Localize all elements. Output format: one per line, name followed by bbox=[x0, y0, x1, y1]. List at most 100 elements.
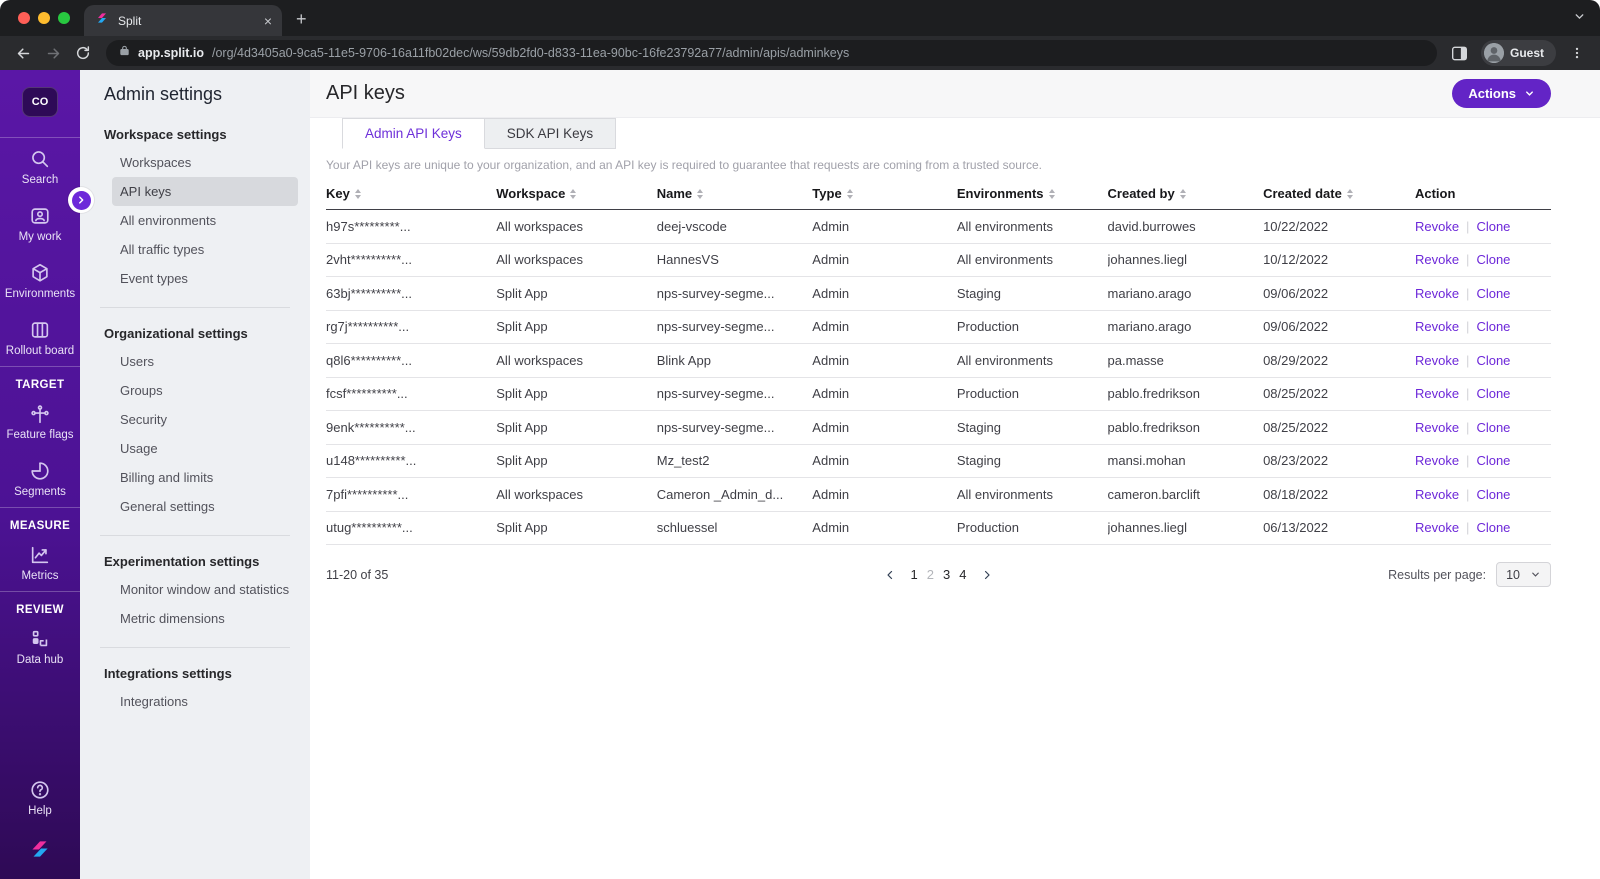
revoke-link[interactable]: Revoke bbox=[1414, 453, 1460, 469]
nav-item-all-traffic-types[interactable]: All traffic types bbox=[120, 242, 205, 257]
action-separator: | bbox=[1466, 520, 1470, 536]
nav-item-security[interactable]: Security bbox=[120, 412, 167, 427]
sort-icon[interactable] bbox=[1346, 188, 1353, 199]
page-button-4[interactable]: 4 bbox=[959, 567, 967, 582]
api-keys-panel: Admin API Keys SDK API Keys Your API key… bbox=[310, 118, 1600, 587]
new-tab-button[interactable]: + bbox=[296, 9, 307, 29]
nav-item-event-types[interactable]: Event types bbox=[120, 271, 188, 286]
sidebar-item-help[interactable]: Help bbox=[27, 769, 53, 826]
url-bar[interactable]: app.split.io/org/4d3405a0-9ca5-11e5-9706… bbox=[106, 40, 1437, 66]
api-keys-tabs: Admin API Keys SDK API Keys bbox=[342, 118, 1551, 149]
cell-key: 9enk**********... bbox=[326, 419, 416, 435]
sidebar-item-search[interactable]: Search bbox=[0, 138, 80, 195]
nav-item-api-keys[interactable]: API keys bbox=[112, 177, 298, 206]
revoke-link[interactable]: Revoke bbox=[1414, 386, 1460, 402]
nav-item-usage[interactable]: Usage bbox=[120, 441, 158, 456]
sidebar-item-rollout-board[interactable]: Rollout board bbox=[0, 309, 80, 366]
close-tab-icon[interactable]: × bbox=[263, 12, 272, 29]
sidebar-item-segments[interactable]: Segments bbox=[0, 450, 80, 507]
revoke-link[interactable]: Revoke bbox=[1414, 486, 1460, 502]
sidebar-section-measure: MEASURE bbox=[9, 520, 71, 532]
nav-item-workspaces[interactable]: Workspaces bbox=[120, 155, 192, 170]
column-header-created-date: Created date bbox=[1263, 186, 1415, 201]
revoke-link[interactable]: Revoke bbox=[1414, 285, 1460, 301]
browser-tab[interactable]: Split × bbox=[84, 5, 282, 36]
sidebar-item-data-hub[interactable]: Data hub bbox=[0, 618, 80, 675]
page-button-3[interactable]: 3 bbox=[943, 567, 951, 582]
revoke-link[interactable]: Revoke bbox=[1414, 352, 1460, 368]
sort-icon[interactable] bbox=[354, 188, 361, 199]
revoke-link[interactable]: Revoke bbox=[1414, 520, 1460, 536]
data-hub-icon bbox=[29, 628, 51, 650]
nav-item-integrations[interactable]: Integrations bbox=[120, 694, 188, 709]
table-row: fcsf**********... Split App nps-survey-s… bbox=[326, 378, 1551, 411]
nav-item-groups[interactable]: Groups bbox=[120, 383, 163, 398]
revoke-link[interactable]: Revoke bbox=[1414, 218, 1460, 234]
page-controls: 1 2 3 4 bbox=[878, 567, 1000, 582]
browser-menu-icon[interactable] bbox=[1564, 40, 1590, 66]
clone-link[interactable]: Clone bbox=[1476, 419, 1511, 435]
clone-link[interactable]: Clone bbox=[1476, 285, 1511, 301]
nav-item-metric-dimensions[interactable]: Metric dimensions bbox=[120, 611, 225, 626]
admin-settings-nav: Admin settings Workspace settings Worksp… bbox=[80, 70, 310, 879]
sidebar-item-environments[interactable]: Environments bbox=[0, 252, 80, 309]
previous-page-button[interactable] bbox=[878, 569, 902, 581]
sidebar-item-my-work[interactable]: My work bbox=[0, 195, 80, 252]
revoke-link[interactable]: Revoke bbox=[1414, 319, 1460, 335]
cell-created-date: 10/22/2022 bbox=[1263, 218, 1329, 234]
minimize-window-button[interactable] bbox=[38, 12, 50, 24]
page-button-2-current[interactable]: 2 bbox=[926, 567, 934, 582]
back-button[interactable] bbox=[10, 40, 36, 66]
cell-type: Admin bbox=[812, 218, 850, 234]
sidebar-divider bbox=[0, 366, 80, 367]
org-logo[interactable]: CO bbox=[22, 87, 58, 117]
tab-admin-api-keys[interactable]: Admin API Keys bbox=[342, 118, 485, 149]
nav-item-billing-and-limits[interactable]: Billing and limits bbox=[120, 470, 214, 485]
expand-sidebar-button[interactable] bbox=[68, 187, 94, 213]
nav-item-monitor-window[interactable]: Monitor window and statistics bbox=[120, 582, 290, 597]
cell-key: 63bj**********... bbox=[326, 285, 413, 301]
clone-link[interactable]: Clone bbox=[1476, 252, 1511, 268]
split-logo-icon bbox=[27, 836, 53, 867]
sort-icon[interactable] bbox=[1048, 188, 1055, 199]
sort-icon[interactable] bbox=[570, 188, 577, 199]
actions-button[interactable]: Actions bbox=[1452, 79, 1551, 108]
sort-icon[interactable] bbox=[1179, 188, 1186, 199]
nav-item-users[interactable]: Users bbox=[120, 354, 154, 369]
sort-icon[interactable] bbox=[846, 188, 853, 199]
nav-divider bbox=[100, 647, 290, 648]
revoke-link[interactable]: Revoke bbox=[1414, 419, 1460, 435]
profile-button[interactable]: Guest bbox=[1480, 40, 1556, 66]
cell-action: Revoke | Clone bbox=[1415, 286, 1551, 301]
maximize-window-button[interactable] bbox=[58, 12, 70, 24]
clone-link[interactable]: Clone bbox=[1476, 352, 1511, 368]
tab-search-chevron-icon[interactable] bbox=[1573, 10, 1586, 28]
cell-environments: Production bbox=[956, 520, 1019, 536]
nav-item-all-environments[interactable]: All environments bbox=[120, 213, 217, 228]
revoke-link[interactable]: Revoke bbox=[1414, 252, 1460, 268]
page-button-1[interactable]: 1 bbox=[910, 567, 918, 582]
clone-link[interactable]: Clone bbox=[1476, 453, 1511, 469]
nav-item-general-settings[interactable]: General settings bbox=[120, 499, 215, 514]
close-window-button[interactable] bbox=[18, 12, 30, 24]
chevron-right-icon bbox=[71, 190, 91, 210]
cell-key: 7pfi**********... bbox=[326, 486, 409, 502]
clone-link[interactable]: Clone bbox=[1476, 218, 1511, 234]
sort-icon[interactable] bbox=[697, 188, 704, 199]
forward-button[interactable] bbox=[40, 40, 66, 66]
action-separator: | bbox=[1466, 252, 1470, 268]
tab-sdk-api-keys[interactable]: SDK API Keys bbox=[484, 118, 617, 149]
side-panel-icon[interactable] bbox=[1447, 40, 1473, 66]
sidebar-item-feature-flags[interactable]: Feature flags bbox=[0, 393, 80, 450]
results-per-page-select[interactable]: 10 bbox=[1496, 562, 1551, 587]
column-header-workspace: Workspace bbox=[496, 186, 656, 201]
clone-link[interactable]: Clone bbox=[1476, 520, 1511, 536]
clone-link[interactable]: Clone bbox=[1476, 319, 1511, 335]
sidebar-item-metrics[interactable]: Metrics bbox=[0, 534, 80, 591]
reload-button[interactable] bbox=[70, 40, 96, 66]
clone-link[interactable]: Clone bbox=[1476, 486, 1511, 502]
next-page-button[interactable] bbox=[975, 569, 999, 581]
cell-created-by: pablo.fredrikson bbox=[1107, 419, 1201, 435]
cell-name: nps-survey-segme... bbox=[656, 419, 775, 435]
clone-link[interactable]: Clone bbox=[1476, 386, 1511, 402]
